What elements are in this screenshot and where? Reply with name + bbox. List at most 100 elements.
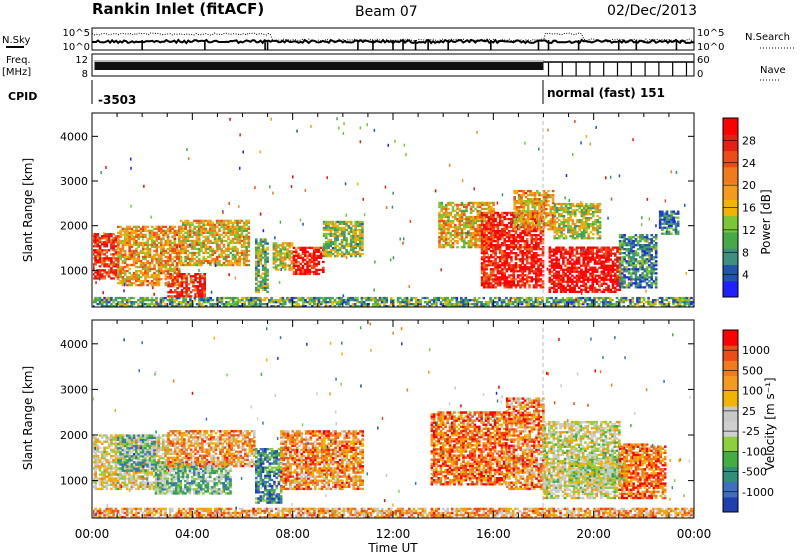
data-cell — [158, 254, 161, 256]
data-cell — [131, 236, 134, 238]
data-cell — [477, 230, 480, 232]
data-cell — [169, 254, 172, 256]
data-cell — [545, 196, 548, 198]
data-cell — [122, 244, 125, 246]
data-cell — [187, 256, 190, 258]
data-cell — [653, 272, 656, 274]
data-cell — [97, 241, 100, 243]
data-cell — [513, 190, 516, 192]
data-cell — [165, 232, 168, 234]
data-cell — [513, 206, 516, 208]
data-cell — [236, 248, 239, 250]
data-cell — [641, 268, 644, 270]
data-cell — [352, 233, 355, 235]
data-cell — [485, 286, 488, 288]
data-cell — [193, 242, 196, 244]
data-cell — [637, 254, 640, 256]
data-cell — [325, 249, 328, 251]
data-cell — [243, 262, 246, 264]
data-cell — [472, 234, 475, 236]
data-cell — [330, 249, 333, 251]
data-cell — [494, 282, 497, 284]
data-cell — [200, 242, 203, 244]
data-cell — [668, 221, 671, 223]
data-cell — [203, 297, 206, 299]
data-cell — [587, 265, 590, 267]
data-cell — [332, 233, 335, 235]
data-cell — [158, 260, 161, 262]
data-cell — [528, 266, 531, 268]
data-cell — [653, 256, 656, 258]
data-cell — [580, 289, 583, 291]
data-cell — [483, 282, 486, 284]
data-cell — [621, 282, 624, 284]
data-cell — [599, 231, 602, 233]
data-cell — [538, 218, 541, 220]
data-cell — [239, 222, 242, 224]
data-cell — [550, 196, 553, 198]
data-cell — [596, 249, 599, 251]
data-cell — [578, 287, 581, 289]
data-cell — [445, 210, 448, 212]
data-cell — [527, 222, 530, 224]
data-cell — [492, 208, 495, 210]
data-cell — [354, 247, 357, 249]
data-cell — [339, 249, 342, 251]
data-cell — [243, 258, 246, 260]
data-cell — [512, 242, 515, 244]
data-cell — [185, 287, 188, 289]
data-cell — [225, 220, 228, 222]
data-cell — [218, 297, 221, 299]
data-cell — [603, 255, 606, 257]
data-cell — [532, 222, 535, 224]
data-cell — [537, 274, 540, 276]
data-cell — [494, 276, 497, 278]
data-cell — [494, 240, 497, 242]
data-cell — [131, 244, 134, 246]
data-cell — [277, 258, 280, 260]
data-cell — [522, 222, 525, 224]
data-cell — [184, 264, 187, 266]
data-cell — [522, 200, 525, 202]
data-cell — [325, 251, 328, 253]
data-cell — [580, 281, 583, 283]
data-cell — [628, 254, 631, 256]
data-cell — [535, 286, 538, 288]
data-cell — [108, 239, 111, 241]
data-cell — [119, 258, 122, 260]
data-cell — [167, 281, 170, 283]
data-cell — [341, 221, 344, 223]
data-cell — [518, 212, 521, 214]
data-cell — [200, 234, 203, 236]
data-cell — [521, 262, 524, 264]
data-cell — [167, 238, 170, 240]
data-cell — [521, 278, 524, 280]
data-cell — [361, 225, 364, 227]
data-cell — [128, 272, 131, 274]
data-cell — [456, 220, 459, 222]
data-cell — [537, 278, 540, 280]
data-cell — [257, 275, 260, 277]
data-cell — [223, 244, 226, 246]
data-cell — [241, 234, 244, 236]
data-cell — [587, 209, 590, 211]
data-cell — [558, 215, 561, 217]
data-cell — [614, 253, 617, 255]
data-cell — [587, 279, 590, 281]
data-cell — [510, 230, 513, 232]
data-cell — [176, 279, 179, 281]
data-cell — [153, 258, 156, 260]
data-cell — [623, 236, 626, 238]
data-cell — [554, 223, 557, 225]
data-cell — [497, 212, 500, 214]
data-cell — [635, 234, 638, 236]
data-cell — [565, 207, 568, 209]
data-cell — [635, 264, 638, 266]
freq-label: Freq. — [6, 55, 31, 66]
data-cell — [146, 280, 149, 282]
data-cell — [510, 236, 513, 238]
data-cell — [572, 203, 575, 205]
data-cell — [526, 240, 529, 242]
data-cell — [119, 266, 122, 268]
data-cell — [610, 277, 613, 279]
